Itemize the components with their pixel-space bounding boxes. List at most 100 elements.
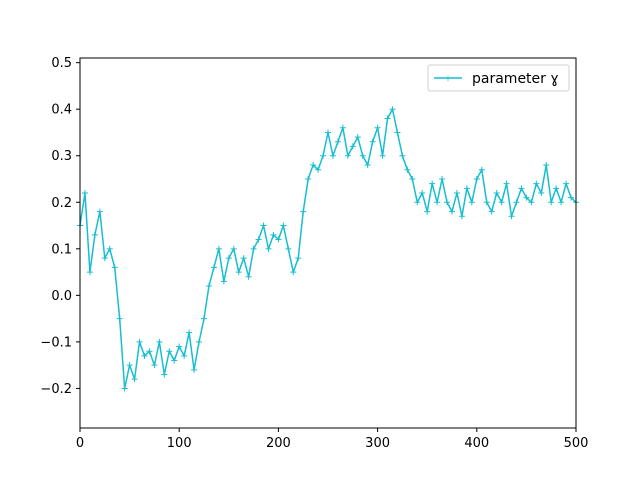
- data-point-marker: [563, 180, 570, 187]
- data-point-marker: [270, 231, 277, 238]
- data-point-marker: [225, 255, 232, 262]
- y-tick-label: 0.1: [51, 242, 72, 257]
- legend: + parameter ɣ: [427, 64, 570, 92]
- data-point-marker: [230, 245, 237, 252]
- data-point-marker: [240, 255, 247, 262]
- data-point-marker: [176, 343, 183, 350]
- data-point-marker: [498, 199, 505, 206]
- data-point-marker: [151, 362, 158, 369]
- data-point-marker: [201, 315, 207, 322]
- data-point-marker: [235, 269, 242, 276]
- data-point-marker: [275, 236, 282, 243]
- data-point-marker: [528, 199, 535, 206]
- data-point-marker: [434, 199, 441, 206]
- data-point-marker: [424, 208, 431, 215]
- data-point-marker: [518, 185, 525, 192]
- data-point-marker: [533, 180, 540, 187]
- data-point-marker: [181, 352, 188, 359]
- data-point-marker: [215, 245, 222, 252]
- data-point-marker: [111, 264, 118, 271]
- data-point-marker: [260, 222, 267, 229]
- data-point-marker: [399, 152, 406, 159]
- data-point-marker: [196, 338, 203, 345]
- data-point-marker: [508, 213, 515, 220]
- data-point-marker: [81, 189, 88, 196]
- data-point-marker: [210, 264, 217, 271]
- data-point-marker: [339, 124, 346, 131]
- data-point-marker: [290, 269, 297, 276]
- data-point-marker: [344, 152, 351, 159]
- data-point-marker: [488, 208, 495, 215]
- data-point-marker: [364, 162, 371, 169]
- y-tick-label: −0.1: [40, 335, 72, 350]
- data-point-marker: [141, 352, 148, 359]
- data-point-marker: [285, 245, 292, 252]
- data-point-marker: [453, 189, 460, 196]
- data-point-marker: [310, 162, 317, 169]
- data-point-marker: [126, 362, 133, 369]
- data-point-marker: [171, 357, 178, 364]
- data-point-marker: [513, 199, 520, 206]
- data-point-marker: [305, 176, 312, 183]
- x-tick-label: 100: [167, 436, 192, 451]
- y-tick-label: 0.0: [51, 289, 72, 304]
- data-point-marker: [444, 199, 451, 206]
- data-point-marker: [300, 208, 307, 215]
- data-point-marker: [404, 166, 411, 173]
- data-point-marker: [121, 385, 128, 392]
- data-point-marker: [315, 166, 322, 173]
- data-point-marker: [493, 189, 500, 196]
- data-point-marker: [429, 180, 436, 187]
- data-point-marker: [384, 115, 391, 122]
- data-point-marker: [255, 236, 262, 243]
- data-point-marker: [379, 152, 386, 159]
- data-point-marker: [394, 129, 401, 136]
- data-point-marker: [349, 143, 356, 150]
- data-point-marker: [91, 231, 98, 238]
- plot-area: [80, 58, 576, 428]
- data-point-marker: [325, 129, 331, 136]
- data-point-marker: [558, 199, 565, 206]
- data-point-marker: [359, 152, 366, 159]
- data-point-marker: [186, 329, 193, 336]
- data-point-marker: [568, 194, 575, 201]
- data-point-marker: [220, 278, 227, 285]
- data-point-marker: [136, 338, 143, 345]
- data-point-marker: [449, 208, 455, 215]
- legend-box: [427, 64, 570, 92]
- data-point-marker: [131, 376, 138, 383]
- data-point-marker: [245, 273, 252, 280]
- data-point-marker: [548, 199, 555, 206]
- data-point-marker: [265, 245, 272, 252]
- data-point-marker: [161, 371, 168, 378]
- data-point-marker: [389, 106, 396, 113]
- data-point-marker: [473, 176, 480, 183]
- y-tick-label: 0.5: [51, 56, 72, 71]
- data-point-marker: [478, 166, 485, 173]
- data-point-marker: [146, 348, 153, 355]
- legend-marker-icon: +: [445, 71, 452, 85]
- data-point-marker: [166, 348, 173, 355]
- x-tick-label: 200: [266, 436, 291, 451]
- data-point-marker: [334, 138, 341, 145]
- data-point-marker: [86, 269, 93, 276]
- data-point-marker: [280, 222, 287, 229]
- y-tick-label: 0.4: [51, 103, 72, 118]
- x-tick-label: 400: [464, 436, 489, 451]
- data-point-marker: [295, 255, 302, 262]
- ticks-layer: 0 100 200 300 400 500 −0.2 −0.1 0.0 0.1 0.2 0.3 0.4 0…: [40, 56, 588, 451]
- axes-layer: [79, 57, 577, 429]
- data-point-marker: [468, 199, 475, 206]
- y-tick-label: 0.3: [51, 149, 72, 164]
- series-layer: [77, 106, 579, 392]
- data-point-marker: [458, 213, 465, 220]
- data-point-marker: [419, 189, 426, 196]
- data-point-marker: [553, 185, 560, 192]
- data-point-marker: [191, 366, 198, 373]
- axes-frame: [79, 57, 577, 429]
- x-tick-label: 300: [365, 436, 390, 451]
- data-point-marker: [538, 189, 545, 196]
- legend-label: parameter ɣ: [472, 71, 559, 87]
- data-point-marker: [250, 245, 257, 252]
